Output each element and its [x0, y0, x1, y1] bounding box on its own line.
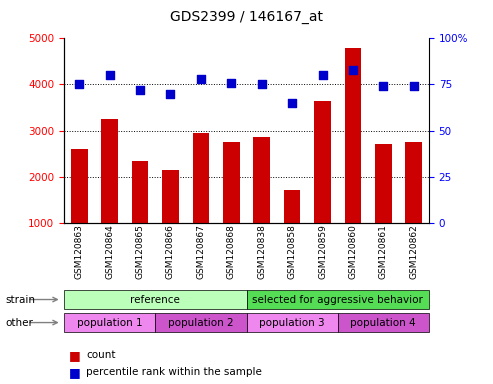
- Point: [75, 81, 83, 88]
- Text: population 1: population 1: [77, 318, 142, 328]
- Point: [380, 83, 387, 89]
- Point: [136, 87, 144, 93]
- Bar: [375, 144, 391, 223]
- Bar: [102, 119, 118, 223]
- Bar: [162, 170, 179, 223]
- Point: [410, 83, 418, 89]
- Text: population 3: population 3: [259, 318, 325, 328]
- Point: [288, 100, 296, 106]
- Bar: [71, 149, 88, 223]
- Bar: [223, 142, 240, 223]
- Point: [106, 72, 113, 78]
- Text: population 4: population 4: [351, 318, 416, 328]
- Text: strain: strain: [5, 295, 35, 305]
- Bar: [253, 137, 270, 223]
- Text: selected for aggressive behavior: selected for aggressive behavior: [252, 295, 423, 305]
- Point: [227, 79, 235, 86]
- Text: population 2: population 2: [168, 318, 234, 328]
- Text: percentile rank within the sample: percentile rank within the sample: [86, 367, 262, 377]
- Point: [349, 67, 357, 73]
- Text: GDS2399 / 146167_at: GDS2399 / 146167_at: [170, 10, 323, 24]
- Bar: [345, 48, 361, 223]
- Text: ■: ■: [69, 366, 81, 379]
- Bar: [405, 142, 422, 223]
- Bar: [193, 133, 209, 223]
- Point: [258, 81, 266, 88]
- Bar: [314, 101, 331, 223]
- Bar: [284, 190, 300, 223]
- Point: [318, 72, 326, 78]
- Text: other: other: [5, 318, 33, 328]
- Point: [197, 76, 205, 82]
- Point: [167, 91, 175, 97]
- Text: reference: reference: [130, 295, 180, 305]
- Text: count: count: [86, 350, 116, 360]
- Text: ■: ■: [69, 349, 81, 362]
- Bar: [132, 161, 148, 223]
